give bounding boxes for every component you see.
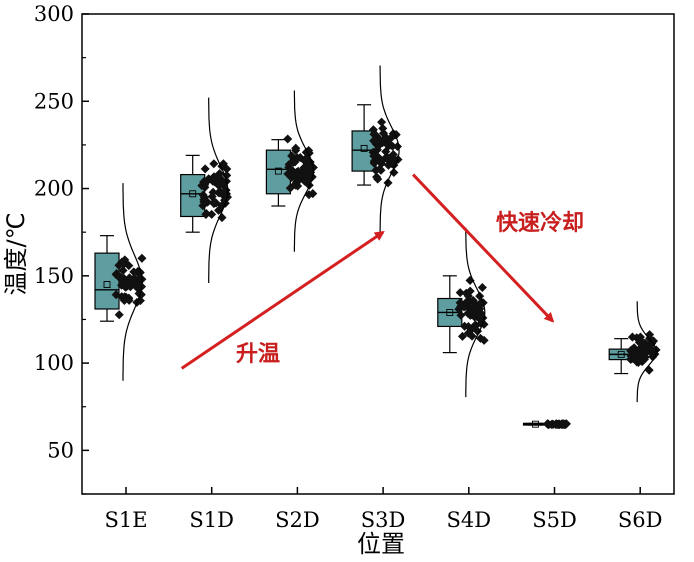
data-point: [632, 357, 642, 367]
distribution-curve: [293, 90, 315, 252]
annotation-arrow: [180, 230, 385, 370]
x-tick-label: S2D: [275, 508, 320, 532]
x-axis-title: 位置: [357, 530, 405, 558]
data-point: [377, 117, 387, 127]
data-point: [120, 257, 130, 267]
data-point: [477, 283, 487, 293]
series-group-S4D: [437, 227, 489, 398]
x-tick-label: S1E: [104, 508, 147, 532]
mean-marker: [617, 350, 625, 358]
x-tick-label: S1D: [189, 508, 234, 532]
data-point: [222, 170, 232, 180]
series-layer: [94, 65, 661, 430]
data-point: [200, 164, 210, 174]
box: [94, 252, 120, 310]
data-point: [207, 209, 217, 219]
data-point: [114, 310, 124, 320]
x-axis: S1E S1D S2D S3D S4D S5D S6D: [104, 487, 662, 532]
data-point: [291, 143, 301, 153]
mean-marker: [360, 144, 368, 152]
mean-marker: [274, 167, 282, 175]
series-group-S2D: [265, 90, 318, 252]
data-point: [203, 197, 213, 207]
series-group-S3D: [351, 65, 403, 235]
distribution-curve: [465, 227, 486, 398]
data-point: [124, 293, 134, 303]
data-point: [129, 267, 139, 277]
mean-marker: [103, 281, 111, 288]
distribution-curve: [208, 97, 229, 283]
data-point: [372, 145, 382, 155]
annotation-layer: 升温 快速冷却: [180, 173, 584, 370]
plot-frame: [81, 13, 675, 495]
series-group-S6D: [608, 301, 661, 403]
y-tick-label: 300: [34, 2, 74, 26]
data-point: [137, 253, 147, 263]
mean-marker: [446, 309, 454, 316]
distribution-curve: [379, 65, 400, 235]
data-point: [293, 176, 303, 186]
y-axis: 50 100 150 200 250 300: [34, 2, 89, 495]
mean-marker: [532, 420, 539, 428]
x-tick-label: S3D: [361, 508, 406, 532]
x-tick-label: S4D: [447, 508, 492, 532]
y-tick-label: 50: [47, 438, 74, 462]
distribution-curve: [122, 183, 143, 381]
y-tick-label: 100: [34, 351, 74, 375]
data-point: [369, 156, 379, 166]
series-group-S5D: [522, 419, 571, 430]
data-point: [132, 283, 142, 293]
series-group-S1E: [94, 183, 147, 381]
mean-marker: [189, 190, 197, 198]
data-point: [209, 199, 219, 209]
series-group-S1D: [180, 97, 233, 283]
annotation-label: 快速冷却: [496, 210, 584, 236]
data-point: [127, 276, 137, 286]
data-point: [214, 205, 224, 215]
annotation-label: 升温: [236, 342, 280, 367]
data-point: [199, 177, 209, 187]
data-point: [627, 332, 637, 342]
x-tick-label: S5D: [532, 508, 577, 532]
data-point: [218, 180, 228, 190]
y-tick-label: 200: [34, 177, 74, 201]
data-point: [209, 159, 219, 169]
y-axis-title: 温度/℃: [2, 212, 30, 295]
distribution-curve: [636, 301, 657, 403]
y-tick-label: 250: [34, 89, 74, 113]
y-tick-label: 150: [34, 264, 74, 288]
data-point: [288, 157, 299, 167]
x-tick-label: S6D: [618, 508, 663, 532]
data-point: [634, 345, 644, 355]
annotation-arrow: [412, 173, 555, 323]
data-point: [283, 134, 293, 144]
data-point: [644, 365, 654, 375]
data-point: [118, 265, 128, 275]
